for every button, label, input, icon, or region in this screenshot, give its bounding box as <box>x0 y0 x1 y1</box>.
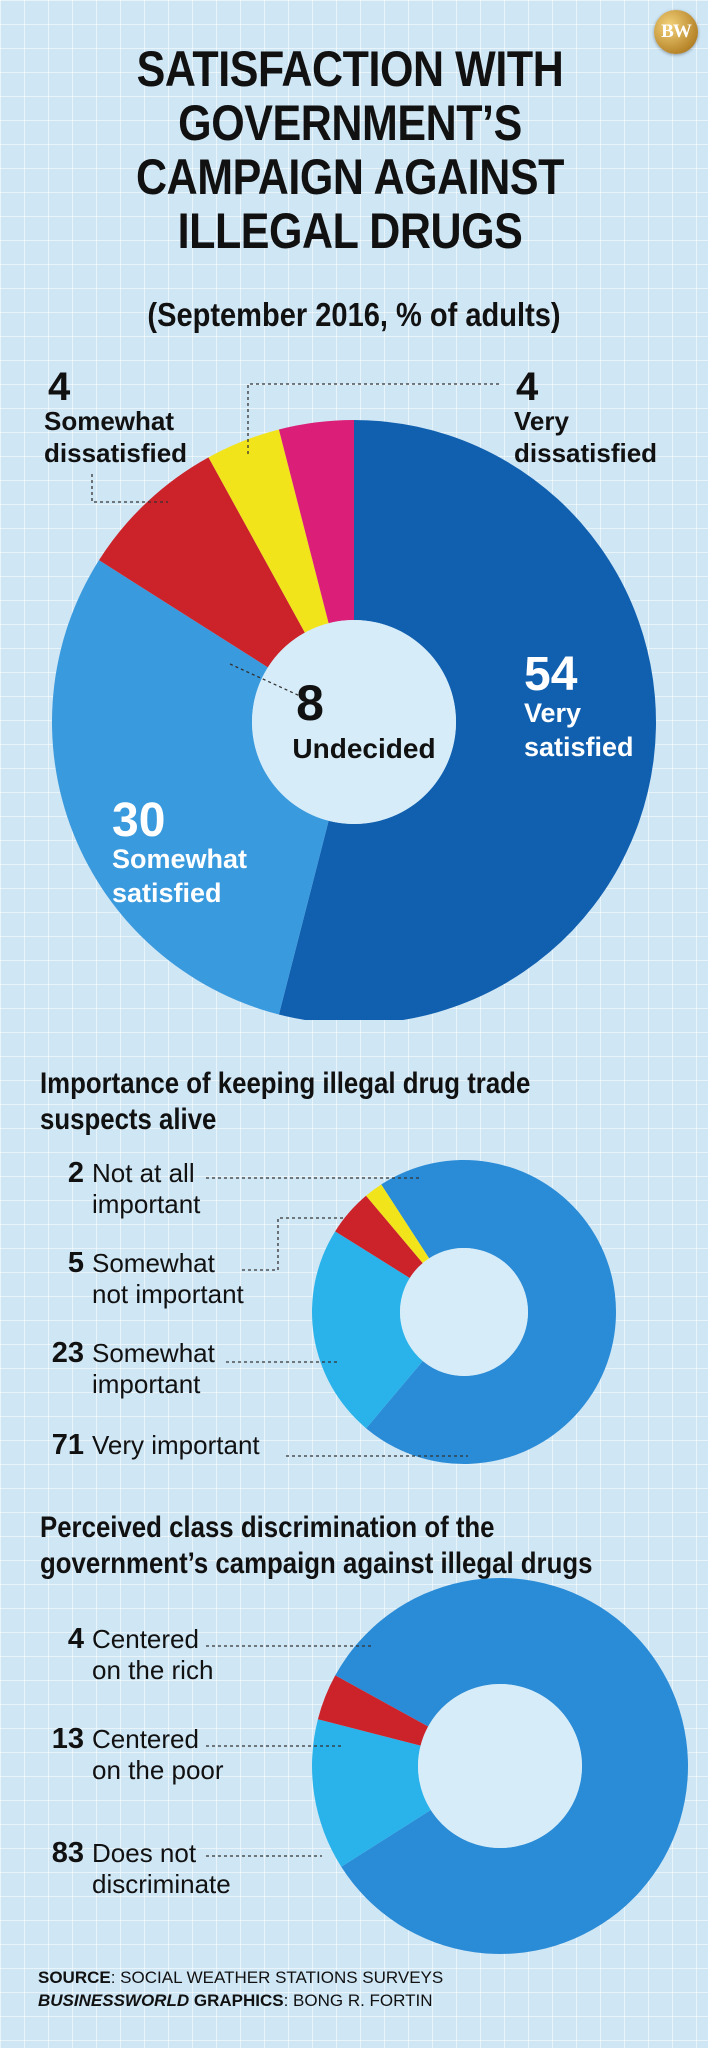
label-somewhat-satisfied-line2: satisfied <box>112 878 222 908</box>
slice-very-satisfied <box>278 420 657 1020</box>
donut-hole <box>252 620 456 824</box>
label-does-not-discriminate-line1: Does not <box>92 1838 197 1868</box>
label-centered-on-rich-line1: Centered <box>92 1624 199 1654</box>
label-somewhat-dissatisfied-line2: dissatisfied <box>44 438 187 468</box>
label-somewhat-dissatisfied-line1: Somewhat <box>44 406 174 436</box>
label-somewhat-important-value: 23 <box>52 1337 84 1369</box>
slice-very-important <box>366 1160 617 1464</box>
slice-somewhat-not-important <box>335 1195 423 1279</box>
importance-chart-title: Importance of keeping illegal drug trade… <box>40 1067 531 1136</box>
page-title: SATISFACTION WITH GOVERNMENT’S CAMPAIGN … <box>136 41 564 259</box>
leader-undecided <box>229 663 301 697</box>
credit-label: GRAPHICS <box>189 1991 284 2010</box>
label-undecided-value: 8 <box>296 675 324 731</box>
source-text: : SOCIAL WEATHER STATIONS SURVEYS <box>110 1968 444 1987</box>
label-somewhat-satisfied-value: 30 <box>112 794 165 847</box>
label-very-satisfied-line1: Very <box>524 698 581 728</box>
label-very-important-value: 71 <box>52 1429 84 1461</box>
label-not-at-all-important-line2: important <box>92 1189 201 1219</box>
businessworld-logo: BW <box>654 10 698 54</box>
label-somewhat-dissatisfied-value: 4 <box>48 365 71 409</box>
credit-text: : BONG R. FORTIN <box>283 1991 433 2010</box>
label-very-dissatisfied-line2: dissatisfied <box>514 438 657 468</box>
label-does-not-discriminate-value: 83 <box>52 1837 84 1869</box>
credit-brand: BUSINESSWORLD <box>38 1991 190 2010</box>
label-somewhat-important-line1: Somewhat <box>92 1338 216 1368</box>
label-centered-on-poor-line2: on the poor <box>92 1755 224 1785</box>
label-centered-on-rich-line2: on the rich <box>92 1655 213 1685</box>
donut-hole <box>400 1248 528 1376</box>
label-somewhat-not-important-value: 5 <box>68 1247 84 1279</box>
slice-centered-on-rich <box>317 1675 429 1746</box>
slice-somewhat-important <box>312 1231 423 1429</box>
label-very-satisfied-line2: satisfied <box>524 732 634 762</box>
satisfaction-donut-chart: 54Verysatisfied30Somewhatsatisfied8Undec… <box>44 365 657 1020</box>
slice-centered-on-poor <box>312 1719 431 1867</box>
slice-not-at-all-important <box>366 1184 430 1264</box>
slice-does-not-discriminate <box>335 1577 688 1954</box>
source-credit: SOURCE: SOCIAL WEATHER STATIONS SURVEYS … <box>38 1966 443 2012</box>
slice-very-dissatisfied <box>278 420 354 624</box>
label-very-dissatisfied-value: 4 <box>516 365 539 409</box>
label-somewhat-important-line2: important <box>92 1369 201 1399</box>
label-very-important-line1: Very important <box>92 1430 260 1460</box>
leader-somewhat-not-important <box>242 1217 346 1271</box>
slice-somewhat-satisfied <box>51 560 329 1015</box>
label-centered-on-poor-line1: Centered <box>92 1724 199 1754</box>
label-does-not-discriminate-line2: discriminate <box>92 1869 231 1899</box>
slice-somewhat-dissatisfied <box>208 429 329 633</box>
discrimination-chart-title: Perceived class discrimination of the go… <box>40 1511 593 1580</box>
logo-text: BW <box>661 21 692 42</box>
label-not-at-all-important-line1: Not at all <box>92 1158 195 1188</box>
donut-hole <box>418 1684 582 1848</box>
label-very-dissatisfied-line1: Very <box>514 406 569 436</box>
label-centered-on-poor-value: 13 <box>52 1723 84 1755</box>
source-line: SOURCE: SOCIAL WEATHER STATIONS SURVEYS <box>38 1966 443 1989</box>
label-undecided-line1: Undecided <box>292 733 435 764</box>
leader-somewhat-dissatisfied <box>91 474 168 503</box>
label-not-at-all-important-value: 2 <box>68 1157 84 1189</box>
page-subtitle: (September 2016, % of adults) <box>147 296 561 333</box>
label-very-satisfied-value: 54 <box>524 648 578 701</box>
source-label: SOURCE <box>38 1968 111 1987</box>
label-centered-on-rich-value: 4 <box>68 1623 84 1655</box>
slice-undecided <box>99 457 305 668</box>
label-somewhat-satisfied-line1: Somewhat <box>112 844 247 874</box>
label-somewhat-not-important-line1: Somewhat <box>92 1248 216 1278</box>
label-somewhat-not-important-line2: not important <box>92 1279 245 1309</box>
credit-line: BUSINESSWORLD GRAPHICS: BONG R. FORTIN <box>38 1989 443 2012</box>
